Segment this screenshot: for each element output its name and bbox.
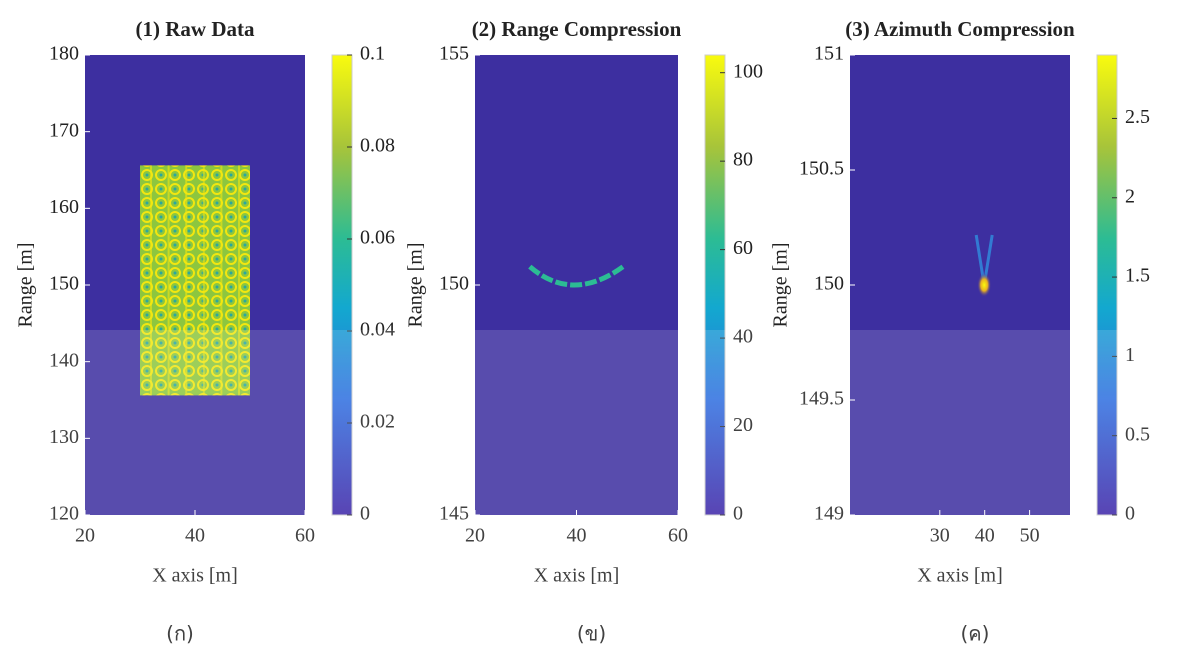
colorbar-tick-label: 60 [733, 237, 753, 259]
chart-title: (3) Azimuth Compression [845, 17, 1075, 41]
y-tick-label: 150 [439, 273, 469, 295]
colorbar-tick-label: 0 [1125, 503, 1135, 525]
heatmap-spot [977, 273, 992, 297]
chart-title: (1) Raw Data [136, 17, 255, 41]
y-tick-label: 180 [49, 43, 79, 65]
y-axis-label: Range [m] [15, 243, 37, 328]
colorbar [1096, 54, 1118, 516]
chart-title: (2) Range Compression [472, 17, 682, 41]
y-tick-label: 160 [49, 196, 79, 218]
x-tick-label: 30 [930, 525, 950, 547]
colorbar-tick-label: 0.02 [360, 411, 395, 433]
colorbar-tick-label: 0.5 [1125, 423, 1150, 445]
y-tick-label: 140 [49, 349, 79, 371]
x-axis-label: X axis [m] [917, 565, 1003, 587]
x-tick-label: 50 [1020, 525, 1040, 547]
y-tick-label: 130 [49, 426, 79, 448]
x-axis-label: X axis [m] [152, 565, 238, 587]
colorbar-tick-label: 100 [733, 60, 763, 82]
y-tick-label: 145 [439, 503, 469, 525]
colorbar [331, 54, 353, 516]
colorbar-tick-label: 80 [733, 149, 753, 171]
y-tick-label: 170 [49, 119, 79, 141]
y-axis-label: Range [m] [405, 243, 427, 328]
heatmap-region [140, 165, 250, 396]
colorbar-tick-label: 40 [733, 326, 753, 348]
colorbar [704, 54, 726, 516]
y-tick-label: 149 [814, 503, 844, 525]
x-tick-label: 40 [975, 525, 995, 547]
x-tick-label: 40 [567, 525, 587, 547]
y-tick-label: 150 [49, 273, 79, 295]
x-tick-label: 20 [75, 525, 95, 547]
x-tick-label: 20 [465, 525, 485, 547]
y-tick-label: 150 [814, 273, 844, 295]
x-tick-label: 40 [185, 525, 205, 547]
colorbar-tick-label: 0.08 [360, 135, 395, 157]
watermark-overlay [0, 330, 1186, 655]
y-tick-label: 150.5 [799, 158, 844, 180]
colorbar-tick-label: 0 [360, 503, 370, 525]
x-tick-label: 60 [295, 525, 315, 547]
y-tick-label: 155 [439, 43, 469, 65]
y-tick-label: 149.5 [799, 388, 844, 410]
heatmap-arc [528, 264, 625, 288]
y-tick-label: 120 [49, 503, 79, 525]
colorbar-tick-label: 0.06 [360, 227, 395, 249]
colorbar-tick-label: 1.5 [1125, 265, 1150, 287]
x-tick-label: 60 [668, 525, 688, 547]
x-axis-label: X axis [m] [534, 565, 620, 587]
colorbar-tick-label: 20 [733, 414, 753, 436]
colorbar-tick-label: 1 [1125, 344, 1135, 366]
panel-caption: (ก) [166, 622, 194, 646]
panel-caption: (ค) [961, 622, 990, 646]
y-axis-label: Range [m] [770, 243, 792, 328]
colorbar-tick-label: 0 [733, 503, 743, 525]
panel-caption: (ข) [577, 622, 606, 646]
colorbar-tick-label: 0.1 [360, 43, 385, 65]
colorbar-tick-label: 2.5 [1125, 106, 1150, 128]
plot-area [850, 55, 1070, 515]
colorbar-tick-label: 0.04 [360, 319, 395, 341]
y-tick-label: 151 [814, 43, 844, 65]
colorbar-tick-label: 2 [1125, 185, 1135, 207]
